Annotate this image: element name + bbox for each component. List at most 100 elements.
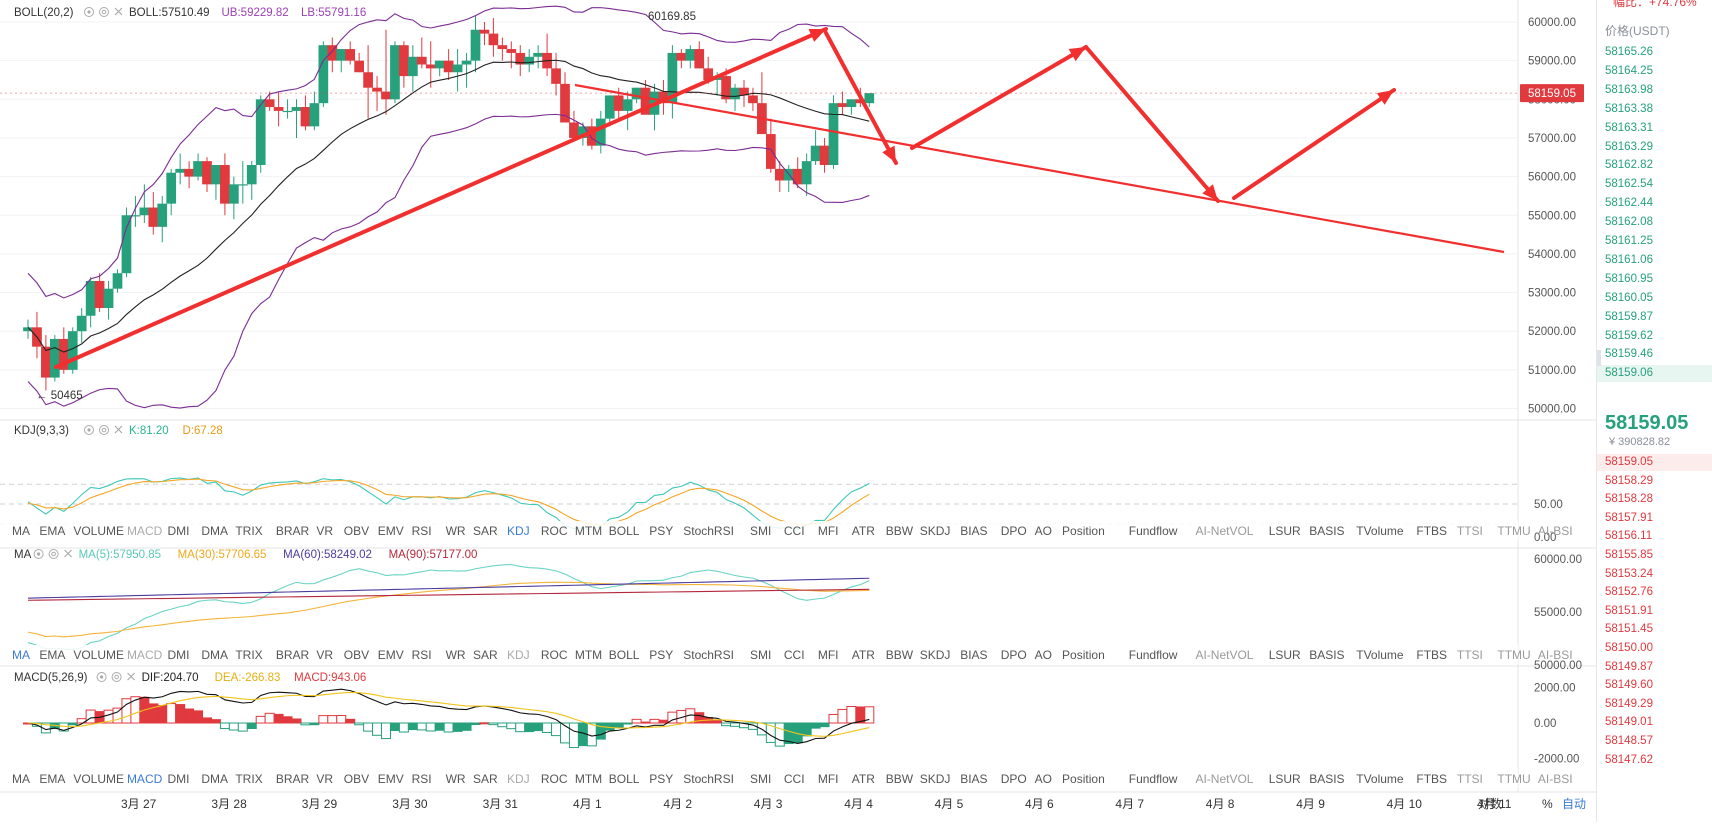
close-icon[interactable] [114, 7, 123, 16]
bid-price-row[interactable]: 58164.25 [1605, 64, 1653, 77]
tab-wr[interactable]: WR [446, 772, 466, 786]
gear-icon[interactable] [99, 425, 109, 435]
tab-volume[interactable]: VOLUME [73, 772, 124, 786]
ask-price-row[interactable]: 58150.00 [1605, 642, 1653, 654]
tab-bbw[interactable]: BBW [886, 524, 914, 538]
tab-ma[interactable]: MA [12, 772, 30, 786]
bid-price-row[interactable]: 58161.25 [1605, 235, 1653, 247]
tab-tvolume[interactable]: TVolume [1356, 772, 1404, 786]
tab-roc[interactable]: ROC [541, 648, 568, 662]
bid-price-row[interactable]: 58161.06 [1605, 253, 1653, 266]
tab-dpo[interactable]: DPO [1001, 648, 1027, 662]
tab-dpo[interactable]: DPO [1001, 772, 1027, 786]
tab-ma[interactable]: MA [12, 648, 30, 662]
tab-obv[interactable]: OBV [344, 524, 369, 538]
tab-mtm[interactable]: MTM [575, 648, 602, 662]
ask-price-row[interactable]: 58148.57 [1605, 735, 1653, 747]
bid-price-row[interactable]: 58163.29 [1605, 140, 1653, 153]
bid-price-row[interactable]: 58159.62 [1605, 329, 1653, 342]
tab-stochrsi[interactable]: StochRSI [683, 648, 734, 662]
tab-ema[interactable]: EMA [39, 648, 65, 662]
tab-atr[interactable]: ATR [852, 772, 875, 786]
ask-price-row[interactable]: 58151.91 [1605, 604, 1653, 617]
tab-ai-netvol[interactable]: AI-NetVOL [1195, 524, 1253, 538]
tab-mtm[interactable]: MTM [575, 772, 602, 786]
tab-roc[interactable]: ROC [541, 772, 568, 786]
tab-ttmu[interactable]: TTMU [1497, 524, 1530, 538]
tab-position[interactable]: Position [1062, 772, 1105, 786]
close-icon[interactable] [127, 672, 136, 681]
tab-sar[interactable]: SAR [473, 524, 498, 538]
tab-smi[interactable]: SMI [750, 772, 771, 786]
tab-dma[interactable]: DMA [201, 648, 228, 662]
tab-ftbs[interactable]: FTBS [1416, 524, 1447, 538]
tab-skdj[interactable]: SKDJ [920, 524, 951, 538]
tab-cci[interactable]: CCI [784, 648, 805, 662]
gear-icon[interactable] [111, 672, 122, 682]
tab-smi[interactable]: SMI [750, 648, 771, 662]
tab-bias[interactable]: BIAS [960, 648, 987, 662]
tab-emv[interactable]: EMV [378, 648, 404, 662]
ask-price-row[interactable]: 58149.60 [1605, 679, 1653, 692]
tab-wr[interactable]: WR [446, 648, 466, 662]
tab-dpo[interactable]: DPO [1001, 524, 1027, 538]
tab-ttsi[interactable]: TTSI [1457, 648, 1483, 662]
tab-roc[interactable]: ROC [541, 524, 568, 538]
tab-ao[interactable]: AO [1035, 524, 1052, 538]
eye-icon[interactable] [84, 7, 94, 17]
tab-psy[interactable]: PSY [649, 772, 673, 786]
bid-price-row[interactable]: 58163.98 [1605, 83, 1653, 96]
tab-obv[interactable]: OBV [344, 648, 369, 662]
tab-vr[interactable]: VR [316, 648, 333, 662]
bid-price-row[interactable]: 58159.87 [1605, 310, 1653, 323]
tab-macd[interactable]: MACD [127, 648, 163, 662]
close-icon[interactable] [114, 425, 123, 434]
eye-icon[interactable] [96, 672, 107, 682]
tab-trix[interactable]: TRIX [235, 772, 262, 786]
tab-fundflow[interactable]: Fundflow [1129, 772, 1178, 786]
tab-stochrsi[interactable]: StochRSI [683, 772, 734, 786]
ask-price-row[interactable]: 58149.87 [1605, 660, 1653, 673]
percent-toggle[interactable]: % [1542, 797, 1553, 811]
tab-bias[interactable]: BIAS [960, 524, 987, 538]
tab-bbw[interactable]: BBW [886, 772, 914, 786]
tab-sar[interactable]: SAR [473, 648, 498, 662]
close-icon[interactable] [64, 549, 73, 558]
tab-atr[interactable]: ATR [852, 648, 875, 662]
eye-icon[interactable] [84, 425, 94, 435]
tab-lsur[interactable]: LSUR [1269, 524, 1301, 538]
tab-ftbs[interactable]: FTBS [1416, 772, 1447, 786]
tab-psy[interactable]: PSY [649, 524, 673, 538]
tab-ttsi[interactable]: TTSI [1457, 772, 1483, 786]
tab-ai-bsi[interactable]: AI-BSI [1538, 524, 1573, 538]
tab-position[interactable]: Position [1062, 524, 1105, 538]
ask-price-row[interactable]: 58158.28 [1605, 493, 1653, 506]
tab-trix[interactable]: TRIX [235, 524, 262, 538]
tab-ai-bsi[interactable]: AI-BSI [1538, 648, 1573, 662]
bid-price-row[interactable]: 58162.44 [1605, 197, 1653, 210]
panel-collapse-handle[interactable] [1597, 350, 1601, 366]
tab-basis[interactable]: BASIS [1309, 648, 1344, 662]
tab-brar[interactable]: BRAR [276, 648, 310, 662]
chart-canvas[interactable]: 60000.0059000.0058000.0057000.0056000.00… [0, 0, 1596, 822]
tab-vr[interactable]: VR [316, 524, 333, 538]
tab-mfi[interactable]: MFI [818, 772, 839, 786]
tab-stochrsi[interactable]: StochRSI [683, 524, 734, 538]
tab-brar[interactable]: BRAR [276, 524, 310, 538]
ask-price-row[interactable]: 58153.24 [1605, 567, 1653, 580]
gear-icon[interactable] [48, 549, 59, 559]
tab-ttsi[interactable]: TTSI [1457, 524, 1483, 538]
tab-basis[interactable]: BASIS [1309, 772, 1344, 786]
tab-vr[interactable]: VR [316, 772, 333, 786]
tab-ttmu[interactable]: TTMU [1497, 772, 1530, 786]
gear-icon[interactable] [99, 7, 109, 17]
tab-emv[interactable]: EMV [378, 524, 404, 538]
tab-rsi[interactable]: RSI [412, 524, 432, 538]
tab-boll[interactable]: BOLL [609, 648, 640, 662]
tab-mfi[interactable]: MFI [818, 648, 839, 662]
tab-dma[interactable]: DMA [201, 772, 228, 786]
tab-obv[interactable]: OBV [344, 772, 369, 786]
tab-macd[interactable]: MACD [127, 772, 163, 786]
tab-ttmu[interactable]: TTMU [1497, 648, 1530, 662]
tab-kdj[interactable]: KDJ [507, 524, 530, 538]
